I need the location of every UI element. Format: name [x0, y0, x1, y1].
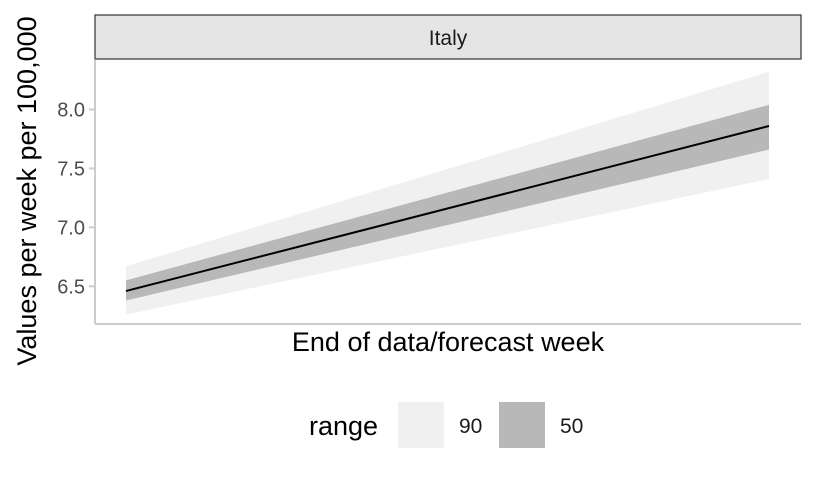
legend-label-90: 90: [459, 415, 482, 438]
y-tick-label: 7.0: [57, 217, 85, 239]
y-tick-label: 6.5: [57, 276, 85, 298]
x-axis-title: End of data/forecast week: [292, 327, 605, 357]
range-band-50: [126, 104, 769, 301]
median-line: [125, 125, 770, 292]
legend: range 90 50: [309, 402, 583, 448]
y-axis-title: Values per week per 100,000: [12, 16, 42, 365]
median-line-group: [125, 125, 770, 292]
y-tick-label: 8.0: [57, 100, 85, 122]
ribbon-bands: [126, 71, 769, 315]
legend-title: range: [309, 411, 378, 441]
y-tick-label: 7.5: [57, 158, 85, 180]
plot-panel: [125, 71, 770, 315]
legend-label-50: 50: [560, 415, 583, 438]
legend-key-50: [499, 402, 545, 448]
legend-key-90: [398, 402, 444, 448]
facet-label: Italy: [429, 27, 468, 50]
facet-strip: Italy: [94, 14, 802, 60]
y-axis-ticks: 6.5 7.0 7.5 8.0: [57, 100, 95, 298]
